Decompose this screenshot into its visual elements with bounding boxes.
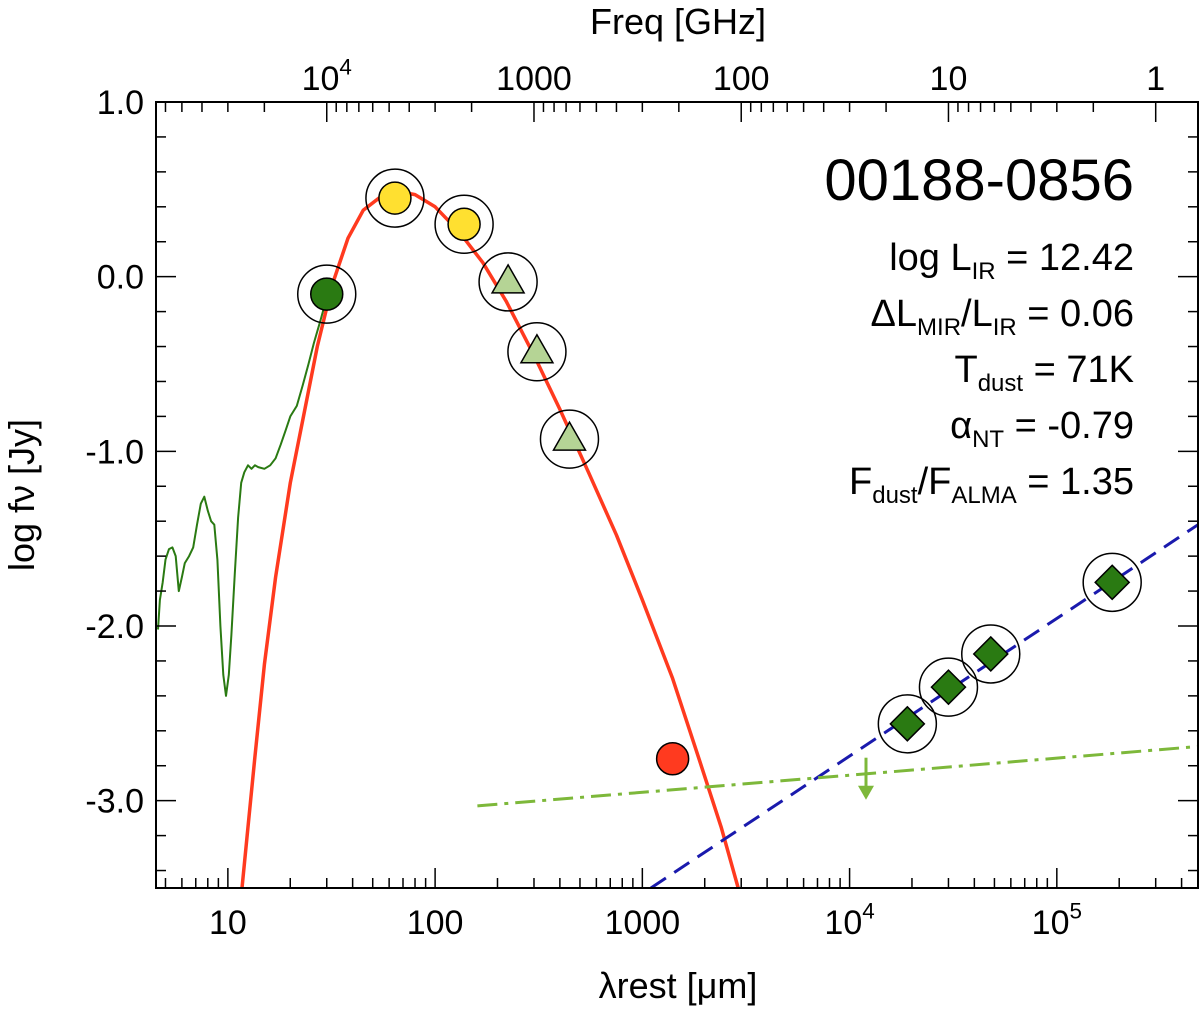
data-point-diamond [930, 669, 967, 706]
annotation-text: αNT = -0.79 [950, 405, 1134, 453]
data-point-circle [655, 741, 690, 776]
top-tick-label: 100 [713, 60, 770, 98]
top-tick-label: 10 [930, 60, 968, 98]
y-tick-label: 0.0 [97, 259, 144, 297]
data-point-circle [309, 277, 344, 311]
chart-title: 00188-0856 [824, 148, 1134, 213]
chart-text-layer: 10 100 1000 104 105 104 1000 100 10 1 1.0 0.0 -1.0 -2… [1, 1, 1165, 1006]
data-point-diamond [1094, 564, 1131, 601]
marker-ring [961, 624, 1021, 684]
x-tick-label: 1000 [605, 904, 681, 942]
data-point-triangle [552, 420, 587, 451]
marker-ring [918, 657, 979, 717]
top-tick-label: 104 [302, 55, 352, 98]
marker-ring [434, 194, 494, 255]
data-point-triangle [490, 263, 526, 294]
top-tick-label: 1000 [496, 60, 572, 98]
upper-limit-line-line [477, 745, 1198, 808]
chart-axes-layer [155, 101, 1199, 889]
annotation-text: log LIR = 12.42 [889, 237, 1134, 285]
y-tick-label: -2.0 [85, 608, 144, 646]
upper-limit-arrow-head [857, 785, 874, 800]
top-axis-label: Freq [GHz] [590, 1, 766, 42]
annotation-text: ΔLMIR/LIR = 0.06 [871, 293, 1135, 341]
marker-ring [877, 694, 938, 754]
annotation-text: Fdust/FALMA = 1.35 [849, 461, 1134, 509]
data-point-diamond [972, 635, 1009, 673]
marker-ring [507, 322, 567, 382]
x-tick-label: 10 [209, 904, 247, 942]
x-tick-label: 105 [1032, 899, 1082, 942]
y-axis-label: log fν [Jy] [1, 419, 42, 571]
x-axis-label: λrest [μm] [599, 965, 758, 1006]
annotation-text: Tdust = 71K [954, 349, 1134, 397]
data-point-circle [378, 181, 412, 215]
x-tick-label: 100 [407, 904, 464, 942]
y-tick-label: 1.0 [97, 84, 144, 122]
chart-markers-layer [296, 168, 1142, 800]
y-tick-label: -1.0 [85, 433, 144, 471]
marker-ring [539, 409, 600, 469]
marker-ring [478, 252, 538, 312]
marker-ring [365, 168, 425, 228]
plot-frame [155, 101, 1199, 889]
top-tick-label: 1 [1146, 60, 1165, 98]
y-tick-label: -3.0 [85, 783, 144, 821]
dust-model-line [240, 189, 740, 888]
data-point-diamond [889, 705, 926, 742]
data-point-triangle [519, 333, 555, 364]
x-tick-label: 104 [824, 899, 874, 942]
spectrum-line [157, 288, 331, 697]
data-point-circle [447, 207, 481, 242]
marker-ring [1082, 552, 1142, 613]
marker-ring [296, 264, 357, 324]
